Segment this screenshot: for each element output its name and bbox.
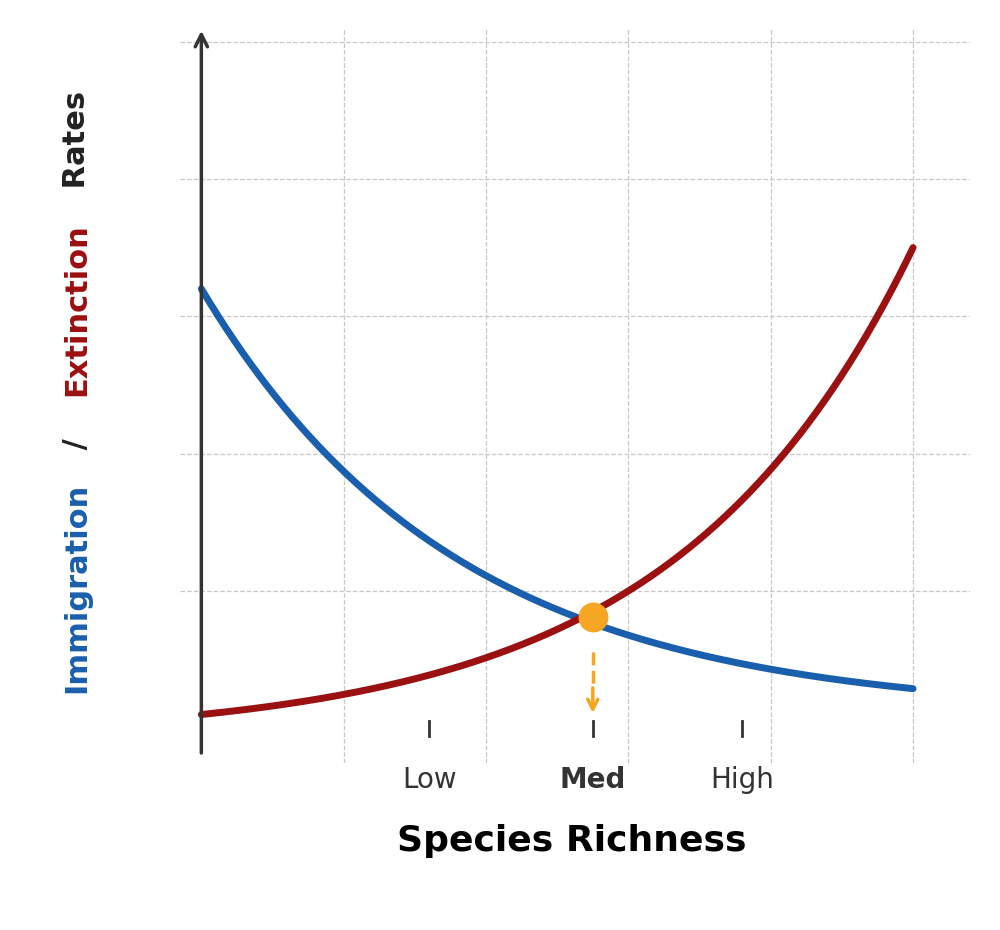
Text: Extinction: Extinction [62,223,91,396]
Text: Species Richness: Species Richness [397,824,746,858]
Text: High: High [710,766,774,794]
Text: Rates: Rates [62,90,91,199]
Text: Immigration: Immigration [62,483,91,693]
Point [585,610,601,625]
Text: /: / [62,427,91,459]
Text: Med: Med [560,766,626,794]
Text: Low: Low [402,766,456,794]
